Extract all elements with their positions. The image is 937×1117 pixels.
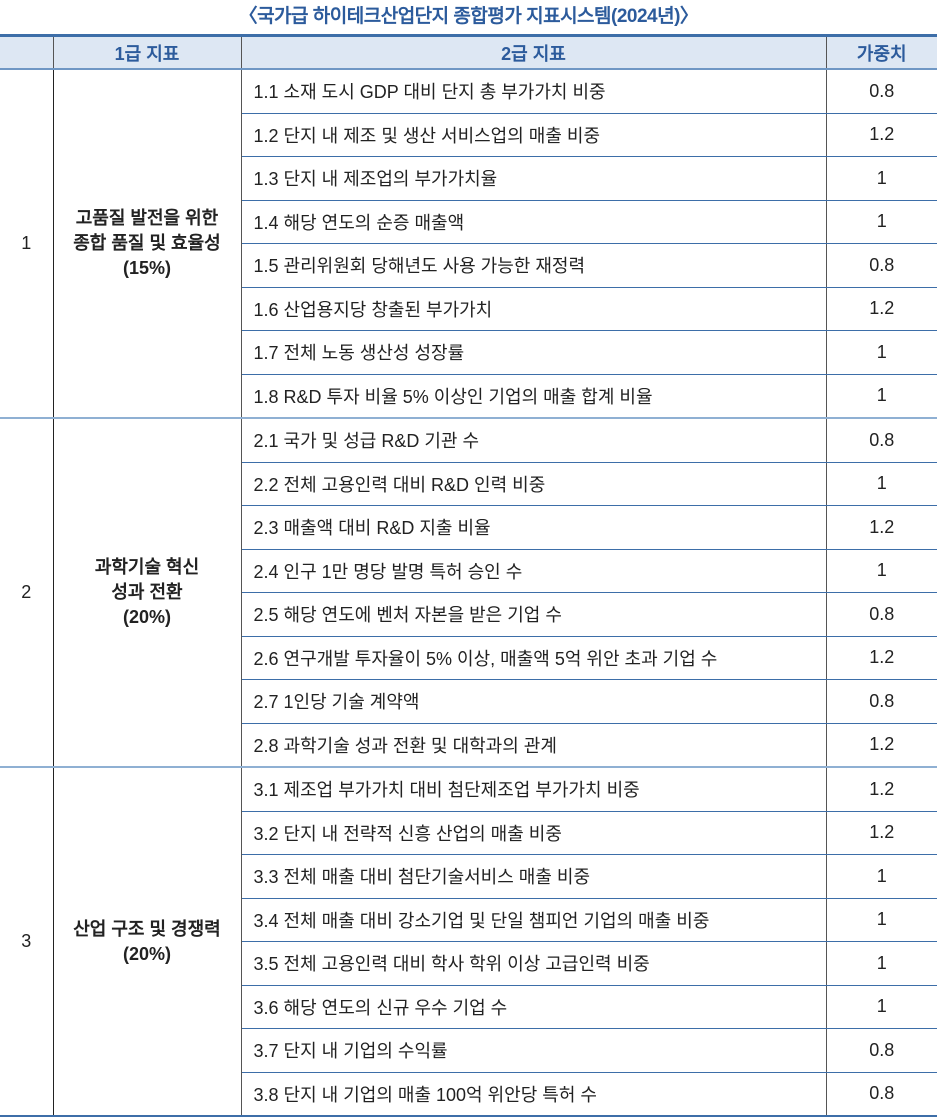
table-row: 2.6 연구개발 투자율이 5% 이상, 매출액 5억 위안 초과 기업 수 1.… [0,636,937,680]
level2-indicator: 2.3 매출액 대비 R&D 지출 비율 [241,505,826,550]
table-row: 1.7 전체 노동 생산성 성장률 1 [0,330,937,375]
table-row: 3.7 단지 내 기업의 수익률 0.8 [0,1028,937,1073]
weight-value: 0.8 [825,1072,937,1116]
level2-indicator: 1.8 R&D 투자 비율 5% 이상인 기업의 매출 합계 비율 [253,386,653,407]
level1-indicator: 산업 구조 및 경쟁력 (20%) [53,766,242,1116]
level2-indicator: 3.7 단지 내 기업의 수익률 [241,1028,826,1073]
weight-value: 1 [825,985,937,1029]
table-row: 1.2 단지 내 제조 및 생산 서비스업의 매출 비중 1.2 [0,113,937,157]
level2-indicator: 3.6 해당 연도의 신규 우수 기업 수 [241,985,826,1029]
table-row: 1.8 R&D 투자 비율 5% 이상인 기업의 매출 합계 비율 1 [0,374,937,418]
table-row: 1.4 해당 연도의 순증 매출액 1 [0,200,937,244]
weight-value: 1 [825,200,937,244]
level2-indicator: 1.1 소재 도시 GDP 대비 단지 총 부가가치 비중 [241,69,826,114]
weight-value: 1.2 [825,811,937,855]
header-no [0,35,53,70]
level1-line: (20%) [122,607,171,627]
level2-indicator: 2.6 연구개발 투자율이 5% 이상, 매출액 5억 위안 초과 기업 수 [241,636,826,680]
weight-value: 0.8 [825,417,937,463]
weight-value: 0.8 [825,1028,937,1073]
weight-value: 1.2 [825,636,937,680]
header-row: 1급 지표 2급 지표 가중치 [0,35,937,70]
level2-indicator: 3.1 제조업 부가가치 대비 첨단제조업 부가가치 비중 [241,766,826,812]
header-level2: 2급 지표 [240,35,826,70]
weight-value: 1.2 [825,766,937,812]
weight-value: 1.2 [825,505,937,550]
table-row: 2.3 매출액 대비 R&D 지출 비율 1.2 [0,505,937,550]
header-weight: 가중치 [825,35,937,70]
level2-indicator: 1.2 단지 내 제조 및 생산 서비스업의 매출 비중 [241,113,826,157]
level2-indicator: 3.3 전체 매출 대비 첨단기술서비스 매출 비중 [241,854,826,899]
level2-indicator: 2.1 국가 및 성급 R&D 기관 수 [241,417,826,463]
weight-value: 1 [825,156,937,201]
level2-indicator: 1.5 관리위원회 당해년도 사용 가능한 재정력 [241,243,826,288]
weight-value: 1.2 [825,113,937,157]
weight-value: 1 [825,374,937,418]
table-row: 2.2 전체 고용인력 대비 R&D 인력 비중 1 [0,462,937,506]
weight-value: 1 [825,330,937,375]
table-row: 2.8 과학기술 성과 전환 및 대학과의 관계 1.2 [0,723,937,767]
level2-indicator: 1.4 해당 연도의 순증 매출액 [241,200,826,244]
table-row: 3.4 전체 매출 대비 강소기업 및 단일 챔피언 기업의 매출 비중 1 [0,898,937,942]
table-row: 3.5 전체 고용인력 대비 학사 학위 이상 고급인력 비중 1 [0,941,937,986]
level2-indicator: 2.5 해당 연도에 벤처 자본을 받은 기업 수 [241,592,826,637]
level1-line: (20%) [122,943,171,964]
group-number: 2 [0,417,54,767]
level1-line: 산업 구조 및 경쟁력 [73,918,221,939]
group-number: 1 [0,69,54,418]
level2-indicator: 1.6 산업용지당 창출된 부가가치 [241,287,826,331]
weight-value: 1 [825,462,937,506]
table-row: 2.5 해당 연도에 벤처 자본을 받은 기업 수 0.8 [0,592,937,637]
level1-line: 종합 품질 및 효율성 [73,233,221,253]
table-title: 〈국가급 하이테크산업단지 종합평가 지표시스템(2024년)〉 [238,6,699,27]
level1-line: 성과 전환 [111,582,183,602]
level2-indicator: 3.4 전체 매출 대비 강소기업 및 단일 챔피언 기업의 매출 비중 [241,898,826,942]
weight-value: 1.2 [825,287,937,331]
weight-value: 1 [825,941,937,986]
table-row: 3 산업 구조 및 경쟁력 (20%) 3.1 제조업 부가가치 대비 첨단제조업 부… [0,766,937,1116]
weight-value: 0.8 [825,243,937,288]
weight-value: 1.2 [825,723,937,767]
level1-line: 고품질 발전을 위한 [75,208,219,228]
level2-indicator: 3.8 단지 내 기업의 매출 100억 위안당 특허 수 [253,1084,597,1105]
level2-indicator: 2.4 인구 1만 명당 발명 특허 승인 수 [241,549,826,593]
weight-value: 1 [825,549,937,593]
table-row: 1.5 관리위원회 당해년도 사용 가능한 재정력 0.8 [0,243,937,288]
table-row: 3.3 전체 매출 대비 첨단기술서비스 매출 비중 1 [0,854,937,899]
level2-indicator: 3.5 전체 고용인력 대비 학사 학위 이상 고급인력 비중 [241,941,826,986]
group-number: 3 [0,766,54,1116]
level2-indicator: 2.7 1인당 기술 계약액 [241,679,826,724]
level1-line: 과학기술 혁신 [94,557,200,577]
level2-indicator: 1.3 단지 내 제조업의 부가가치율 [241,156,826,201]
table-row: 2 과학기술 혁신 성과 전환 (20%) 2.1 국가 및 성급 R&D 기관 수 0.… [0,417,937,767]
weight-value: 0.8 [825,592,937,637]
level2-indicator: 2.8 과학기술 성과 전환 및 대학과의 관계 [253,735,557,756]
table-row: 1.3 단지 내 제조업의 부가가치율 1 [0,156,937,201]
level2-indicator: 1.7 전체 노동 생산성 성장률 [241,330,826,375]
weight-value: 0.8 [825,69,937,114]
table-row: 1.6 산업용지당 창출된 부가가치 1.2 [0,287,937,331]
table-row: 2.7 1인당 기술 계약액 0.8 [0,679,937,724]
level2-indicator: 3.2 단지 내 전략적 신흥 산업의 매출 비중 [241,811,826,855]
header-level1: 1급 지표 [52,35,241,70]
weight-value: 1 [825,898,937,942]
level1-line: (15%) [122,258,171,278]
weight-value: 1 [825,854,937,899]
weight-value: 0.8 [825,679,937,724]
level2-indicator: 2.2 전체 고용인력 대비 R&D 인력 비중 [241,462,826,506]
table-row: 3.2 단지 내 전략적 신흥 산업의 매출 비중 1.2 [0,811,937,855]
table-row: 3.8 단지 내 기업의 매출 100억 위안당 특허 수 0.8 [0,1072,937,1116]
